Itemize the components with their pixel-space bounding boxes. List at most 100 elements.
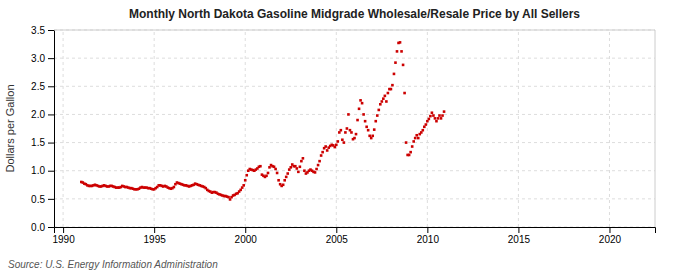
point: [274, 168, 277, 171]
point: [265, 174, 268, 177]
x-grid-line: [427, 30, 428, 227]
point: [333, 146, 336, 149]
point: [373, 128, 376, 131]
x-tick: 2015: [508, 227, 531, 245]
x-tick-mark: [245, 227, 246, 233]
y-tick: 0.0: [31, 222, 54, 233]
point: [435, 120, 438, 123]
x-axis: 1990199520002005201020152020: [52, 227, 655, 245]
x-grid-line: [609, 30, 610, 227]
point: [379, 103, 382, 106]
point: [344, 131, 347, 134]
y-tick-mark: [48, 58, 54, 59]
y-grid-line: [54, 58, 655, 59]
point: [335, 144, 338, 147]
point: [414, 137, 417, 140]
point: [299, 165, 302, 168]
x-tick-label: 2000: [235, 234, 258, 245]
y-tick-label: 0.0: [31, 222, 45, 233]
y-tick-label: 2.0: [31, 109, 45, 120]
point: [411, 145, 414, 148]
point: [385, 100, 388, 103]
point: [394, 61, 397, 64]
grid: [54, 30, 655, 227]
point: [412, 140, 415, 143]
point: [441, 114, 444, 117]
point: [426, 120, 429, 123]
point: [358, 108, 361, 111]
x-grid-line: [63, 30, 64, 227]
point: [423, 126, 426, 129]
x-tick-label: 2020: [599, 234, 622, 245]
point: [338, 131, 341, 134]
point: [239, 189, 242, 192]
y-tick: 2.5: [31, 81, 54, 92]
point: [368, 135, 371, 138]
point: [390, 88, 393, 91]
point: [431, 111, 434, 114]
point: [297, 171, 300, 174]
point: [350, 131, 353, 134]
point: [376, 114, 379, 117]
point: [294, 165, 297, 168]
point: [286, 172, 289, 175]
point: [300, 160, 303, 163]
y-axis: 0.00.51.01.52.02.53.03.5: [31, 25, 54, 233]
point: [229, 198, 232, 201]
x-tick: 2005: [326, 227, 349, 245]
point: [421, 129, 424, 132]
point: [391, 84, 394, 87]
y-grid-line: [54, 114, 655, 115]
source: Source: U.S. Energy Information Administ…: [8, 259, 218, 270]
y-grid-line: [54, 30, 655, 31]
point: [420, 131, 423, 134]
point: [341, 138, 344, 141]
y-grid-line: [54, 86, 655, 87]
x-tick-label: 2010: [417, 234, 440, 245]
x-tick-mark: [63, 227, 64, 233]
y-grid-line: [54, 198, 655, 199]
point: [314, 171, 317, 174]
point: [409, 151, 412, 154]
y-tick-mark: [48, 143, 54, 144]
point: [340, 129, 343, 132]
y-tick-label: 1.0: [31, 165, 45, 176]
point: [285, 176, 288, 179]
y-tick-mark: [48, 199, 54, 200]
x-tick-mark: [336, 227, 337, 233]
point: [377, 109, 380, 112]
point: [403, 92, 406, 95]
point: [443, 110, 446, 113]
point: [296, 167, 299, 170]
point: [417, 137, 420, 140]
point: [303, 169, 306, 172]
point: [428, 118, 431, 121]
point: [356, 119, 359, 122]
point: [282, 183, 285, 186]
point: [227, 196, 230, 199]
x-tick-label: 2015: [508, 234, 531, 245]
point: [384, 95, 387, 98]
point: [367, 129, 370, 132]
point: [399, 41, 402, 44]
point: [365, 126, 368, 129]
x-axis-line: [55, 228, 656, 234]
point: [402, 64, 405, 67]
x-tick: 1995: [144, 227, 167, 245]
point: [408, 154, 411, 157]
point: [173, 186, 176, 189]
point: [387, 92, 390, 95]
x-tick-mark: [609, 227, 610, 233]
point: [276, 172, 279, 175]
point: [241, 186, 244, 189]
point: [349, 129, 352, 132]
point: [326, 149, 329, 152]
point: [362, 113, 365, 116]
y-tick-mark: [48, 86, 54, 87]
point: [396, 50, 399, 53]
point: [273, 165, 276, 168]
point: [437, 117, 440, 120]
point: [405, 141, 408, 144]
chart: 19901995200020052010201520200.00.51.01.5…: [0, 0, 675, 275]
plot-frame: [54, 30, 655, 31]
